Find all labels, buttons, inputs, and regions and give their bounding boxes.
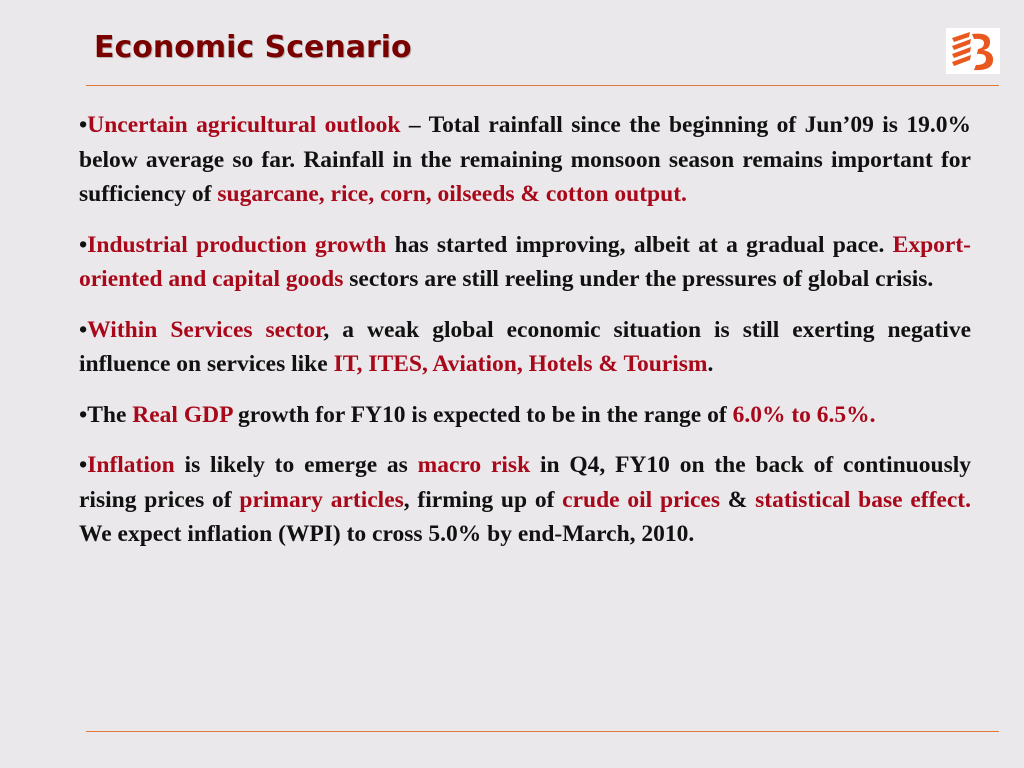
body-text: •: [79, 452, 88, 478]
highlighted-text: Inflation: [87, 452, 175, 478]
highlighted-text: crude oil prices: [562, 486, 720, 513]
highlighted-text: IT, ITES, Aviation, Hotels & Tourism: [333, 351, 708, 377]
highlighted-text: primary articles: [239, 486, 404, 513]
highlighted-text: Industrial production growth: [87, 231, 387, 258]
bank-of-baroda-logo-icon: [946, 28, 1000, 74]
body-text: , firming up of: [403, 486, 563, 513]
bullet-item: •Industrial production growth has starte…: [79, 228, 971, 297]
highlighted-text: macro risk: [417, 452, 531, 478]
body-text: •The: [79, 401, 133, 428]
slide-title: Economic Scenario: [94, 30, 412, 65]
bullet-item: •The Real GDP growth for FY10 is expecte…: [79, 398, 971, 433]
body-text: •: [79, 231, 88, 258]
body-text: , a weak global economic situation is st…: [79, 316, 971, 378]
slide-body: •Uncertain agricultural outlook – Total …: [79, 108, 971, 568]
highlighted-text: statistical base effect.: [755, 486, 971, 513]
body-text: •: [79, 112, 88, 138]
body-text: .: [707, 351, 714, 377]
bullet-item: •Within Services sector, a weak global e…: [79, 313, 971, 382]
body-text: &: [720, 486, 756, 513]
highlighted-text: Within Services sector: [87, 316, 324, 343]
bullet-item: •Inflation is likely to emerge as macro …: [79, 448, 971, 552]
highlighted-text: sugarcane, rice, corn, oilseeds & cotton…: [217, 181, 687, 207]
body-text: •: [79, 316, 88, 343]
body-text: growth for FY10 is expected to be in the…: [232, 401, 733, 428]
body-text: – Total rainfall since the beginning of …: [79, 112, 971, 207]
highlighted-text: Uncertain agricultural outlook: [87, 112, 401, 138]
body-text: We expect inflation (WPI) to cross 5.0% …: [79, 521, 695, 547]
body-text: sectors are still reeling under the pres…: [343, 266, 934, 292]
body-text: has started improving, albeit at a gradu…: [386, 231, 893, 258]
footer-divider: [86, 731, 999, 732]
body-text: in Q4, FY10 on the back of continuously …: [79, 452, 971, 513]
highlighted-text: 6.0% to 6.5%.: [732, 401, 876, 428]
bullet-item: •Uncertain agricultural outlook – Total …: [79, 108, 971, 212]
highlighted-text: Export-oriented and capital goods: [79, 231, 971, 293]
highlighted-text: Real GDP: [132, 401, 233, 428]
body-text: is likely to emerge as: [174, 452, 418, 478]
header-divider: [86, 85, 999, 86]
